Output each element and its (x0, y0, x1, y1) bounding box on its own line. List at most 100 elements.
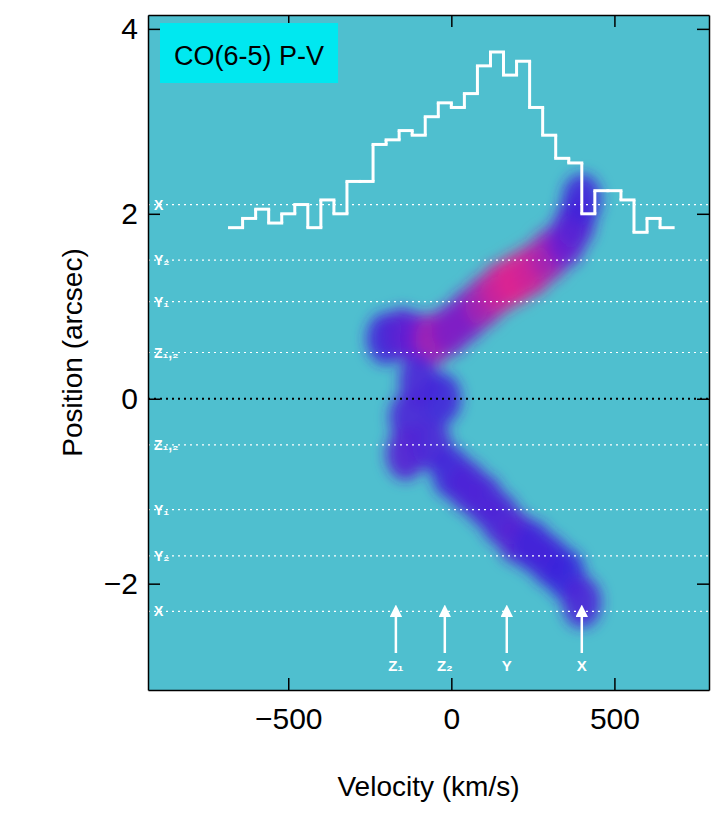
spectrum-bin (477, 64, 490, 67)
tick-label: 0 (121, 382, 138, 415)
spectrum-step (411, 131, 414, 136)
spectrum-step (646, 218, 649, 232)
spectrum-step (372, 144, 375, 181)
spectrum-bin (425, 115, 438, 118)
tick-mark (148, 398, 160, 400)
tick: 500 (590, 678, 640, 735)
reference-line (148, 509, 709, 510)
tick-label: 2 (121, 197, 138, 230)
spectrum-bin (464, 92, 477, 95)
spectrum-bin (647, 217, 660, 220)
spectrum-step (450, 103, 453, 108)
spectrum-bin (282, 212, 295, 215)
reference-line (148, 398, 709, 400)
arrow (395, 611, 398, 653)
arrow-label: Z₁ (388, 657, 403, 674)
spectrum-bin (490, 50, 503, 53)
tick-mark (614, 15, 616, 27)
spectrum-bin (569, 161, 582, 164)
spectrum-step (345, 181, 348, 213)
spectrum-bin (595, 189, 608, 192)
spectrum-step (332, 200, 335, 214)
spectrum-step (319, 200, 322, 228)
axis: −2 0 2 4 (104, 12, 160, 691)
tick-mark (148, 214, 160, 216)
emission (367, 174, 602, 628)
tick-label: 4 (121, 12, 138, 45)
tick-mark (697, 214, 709, 216)
tick-mark (288, 678, 290, 690)
spectrum-step (515, 61, 518, 75)
tick (697, 399, 709, 400)
spectrum-bin (621, 198, 634, 201)
arrow-label: Z₂ (437, 657, 453, 674)
spectrum-bin (582, 212, 595, 215)
tick: −500 (255, 678, 323, 735)
arrow-label: X (577, 657, 587, 674)
tick-label: 0 (443, 702, 460, 735)
tick-mark (697, 583, 709, 585)
reference-line (148, 611, 709, 612)
plot-background (148, 15, 709, 690)
tick: −2 (104, 567, 160, 600)
spectrum-bin (373, 143, 386, 146)
annotations: XY₂Y₁Z₁,₂Z₁,₂Y₁Y₂XZ₁Z₂YX (154, 197, 587, 674)
axis-line (709, 16, 711, 691)
spectrum-step (398, 131, 401, 140)
title-box: CO(6-5) P-V (160, 23, 338, 83)
spectrum-bin (412, 134, 425, 137)
tick: 0 (443, 678, 460, 735)
arrow (581, 611, 584, 653)
spectrum-bin (230, 226, 243, 229)
arrow-label: Y (502, 657, 512, 674)
reference-label: Z₁,₂ (154, 437, 178, 453)
tick (697, 29, 709, 30)
spectrum-bin (295, 203, 308, 206)
reference-label: Y₁ (154, 502, 169, 518)
spectrum-bin (347, 180, 360, 183)
tick (697, 214, 709, 215)
spectrum-bin (451, 106, 464, 109)
tick-mark (697, 398, 709, 400)
spectrum-bin (386, 138, 399, 141)
reference-line (148, 444, 709, 445)
tick-mark (148, 583, 160, 585)
spectrum-step (306, 205, 309, 228)
marks (148, 52, 709, 653)
tick-label: 500 (590, 702, 640, 735)
spectrum-bin (438, 101, 451, 104)
spectrum-bin (608, 189, 621, 192)
spectrum-step (554, 135, 557, 158)
y-axis-title: Position (arcsec) (57, 248, 88, 457)
tick-mark (451, 15, 453, 27)
reference-line (148, 204, 709, 205)
spectrum-bin (256, 208, 269, 211)
spectrum-bin (334, 212, 347, 215)
tick (451, 15, 452, 27)
spectrum-bin (634, 231, 647, 234)
spectrum-step (632, 200, 635, 232)
spectrum-bin (530, 106, 543, 109)
chart: XY₂Y₁Z₁,₂Z₁,₂Y₁Y₂XZ₁Z₂YX−5000500−2024CO(… (0, 0, 717, 814)
spectrum-step (254, 209, 257, 218)
spectrum-step (567, 158, 570, 163)
reference-label: X (154, 197, 164, 213)
tick-mark (148, 29, 160, 31)
tick: 4 (121, 12, 160, 45)
spectrum-step (541, 107, 544, 135)
spectrum-bin (504, 74, 517, 77)
arrow (444, 611, 447, 653)
spectrum-step (293, 205, 296, 214)
axis (697, 16, 710, 691)
reference-line (148, 352, 709, 353)
axis-line (148, 16, 150, 691)
spectrum-step (267, 209, 270, 223)
reference-label: Z₁,₂ (154, 345, 178, 361)
tick-mark (697, 29, 709, 31)
tick-label: −2 (104, 567, 138, 600)
spectrum-bin (269, 222, 282, 225)
reference-label: Y₁ (154, 294, 169, 310)
spectrum-step (424, 117, 427, 135)
spectrum-step (463, 94, 466, 108)
spectrum-bin (360, 180, 373, 183)
